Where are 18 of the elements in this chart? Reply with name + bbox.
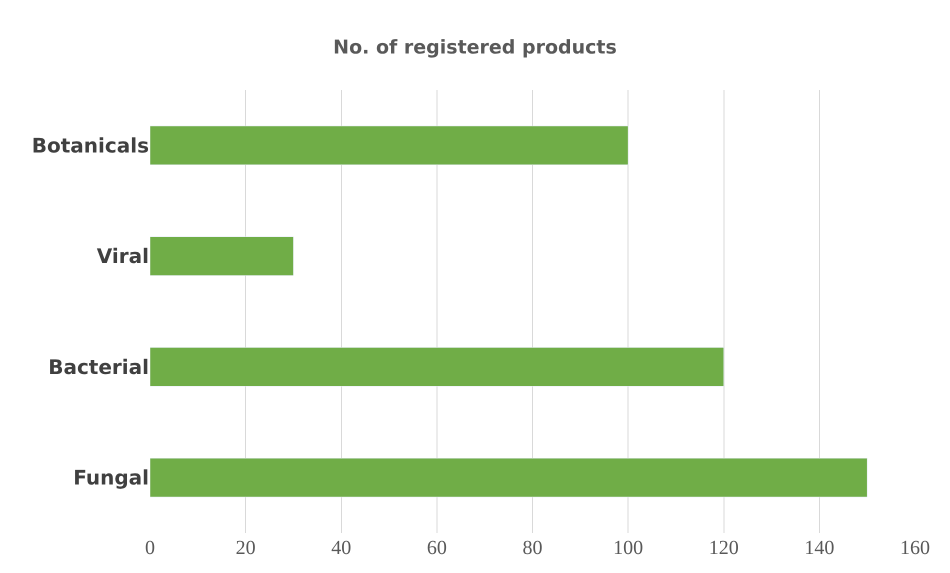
x-tick-label: 100 bbox=[613, 537, 644, 559]
x-tick-label: 120 bbox=[708, 537, 739, 559]
x-tick-label: 60 bbox=[426, 537, 447, 559]
bar bbox=[150, 458, 868, 498]
chart-title: No. of registered products bbox=[333, 36, 617, 58]
x-tick-label: 20 bbox=[236, 537, 256, 559]
bar bbox=[150, 126, 628, 166]
y-tick-label: Fungal bbox=[73, 466, 149, 490]
x-tick-label: 0 bbox=[145, 537, 155, 559]
x-tick-label: 140 bbox=[804, 537, 834, 559]
x-tick-label: 160 bbox=[900, 537, 930, 559]
y-tick-label: Bacterial bbox=[48, 354, 149, 379]
bar bbox=[150, 236, 294, 276]
bar bbox=[150, 347, 724, 387]
y-tick-label: Botanicals bbox=[32, 133, 149, 158]
x-tick-label: 80 bbox=[522, 537, 542, 559]
y-tick-label: Viral bbox=[96, 244, 149, 268]
x-tick-label: 40 bbox=[331, 537, 352, 559]
